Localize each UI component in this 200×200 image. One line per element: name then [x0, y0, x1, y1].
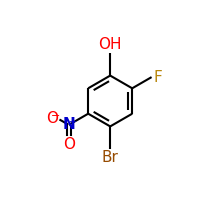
Text: OH: OH	[98, 37, 122, 52]
Text: Br: Br	[102, 150, 119, 165]
Text: F: F	[153, 70, 162, 85]
Text: N: N	[62, 117, 75, 132]
Text: −: −	[51, 111, 60, 121]
Text: O: O	[46, 111, 58, 126]
Text: O: O	[63, 137, 75, 152]
Text: +: +	[68, 117, 76, 127]
